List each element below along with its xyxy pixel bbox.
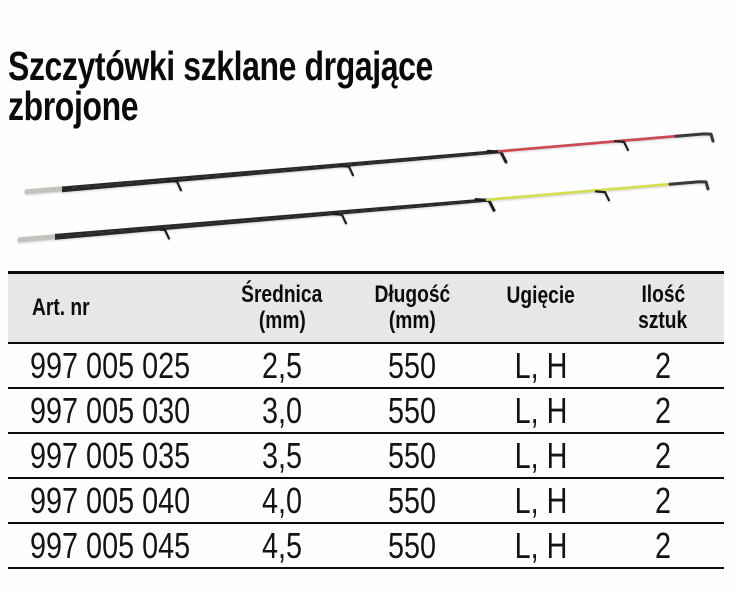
quiver-tip-yellow	[17, 180, 710, 243]
table-row: 997 005 035 3,5 550 L, H 2	[8, 434, 724, 479]
line-guide	[613, 140, 630, 152]
ilosc-value: 2	[654, 389, 672, 431]
cell-ugiecie: L, H	[480, 524, 602, 567]
dlugosc-value: 550	[387, 434, 437, 476]
line-guide	[166, 179, 183, 192]
cell-srednica: 4,5	[220, 524, 344, 567]
rod-shaft-wrap-texture	[64, 200, 481, 236]
rod-shaft-wrap-texture	[71, 152, 493, 189]
line-guide	[594, 190, 611, 202]
col-header-dlugosc: Długość (mm)	[344, 274, 480, 342]
dlugosc-value: 550	[387, 344, 437, 386]
cell-ugiecie: L, H	[480, 479, 602, 522]
cell-dlugosc: 550	[344, 389, 480, 432]
tip-eye	[668, 180, 710, 191]
cell-ugiecie: L, H	[480, 344, 602, 387]
product-image	[0, 118, 737, 253]
table-row: 997 005 030 3,0 550 L, H 2	[8, 389, 724, 434]
table-row: 997 005 045 4,5 550 L, H 2	[8, 524, 724, 569]
dlugosc-value: 550	[387, 389, 437, 431]
page-title: Szczytówki szklane drgające zbrojone	[8, 43, 553, 129]
dlugosc-value: 550	[387, 479, 437, 521]
col-header-ilosc-sztuk: Ilość sztuk	[602, 274, 724, 342]
ugiecie-value: L, H	[514, 524, 568, 566]
col-header-label: Średnica	[241, 281, 323, 308]
cell-art-nr: 997 005 025	[8, 344, 220, 387]
cell-ilosc: 2	[602, 434, 724, 477]
tip-eye	[674, 132, 715, 143]
srednica-value: 4,0	[261, 479, 303, 521]
srednica-value: 2,5	[261, 344, 303, 386]
cell-dlugosc: 550	[344, 344, 480, 387]
srednica-value: 3,0	[261, 389, 303, 431]
col-header-unit: (mm)	[388, 307, 436, 334]
col-header-label: Długość	[374, 281, 450, 308]
spec-table: Art. nr Średnica (mm) Długość (mm) Ugięc…	[8, 271, 724, 569]
cell-srednica: 3,0	[220, 389, 344, 432]
ilosc-value: 2	[654, 434, 672, 476]
art-nr-value: 997 005 040	[30, 479, 191, 521]
ugiecie-value: L, H	[514, 389, 568, 431]
line-guide	[331, 212, 348, 225]
page-title-line1: Szczytówki szklane drgające	[8, 43, 433, 89]
dlugosc-value: 550	[387, 524, 437, 566]
cell-art-nr: 997 005 040	[8, 479, 220, 522]
ugiecie-value: L, H	[514, 344, 568, 386]
col-header-label: Ugięcie	[506, 282, 576, 309]
line-guide	[474, 198, 496, 212]
table-row: 997 005 025 2,5 550 L, H 2	[8, 344, 724, 389]
quiver-tips-illustration	[17, 132, 715, 243]
srednica-value: 4,5	[261, 524, 303, 566]
col-header-art-nr: Art. nr	[8, 274, 220, 342]
col-header-label: sztuk	[638, 307, 688, 334]
page-title-line2: zbrojone	[8, 83, 139, 129]
quiver-tip-red	[24, 132, 715, 195]
ilosc-value: 2	[654, 479, 672, 521]
cell-dlugosc: 550	[344, 524, 480, 567]
line-guide	[154, 228, 171, 240]
line-guide	[486, 149, 508, 164]
yellow-tip-section	[485, 182, 674, 202]
ilosc-value: 2	[654, 344, 672, 386]
cell-srednica: 4,0	[220, 479, 344, 522]
table-body: 997 005 025 2,5 550 L, H 2 997 005 030 3…	[8, 344, 724, 569]
spec-table-header: Art. nr Średnica (mm) Długość (mm) Ugięc…	[8, 274, 724, 344]
red-tip-section	[497, 134, 680, 153]
rod-shaft	[55, 198, 488, 240]
cell-ilosc: 2	[602, 524, 724, 567]
ugiecie-value: L, H	[514, 434, 568, 476]
ilosc-value: 2	[654, 524, 672, 566]
table-row: 997 005 040 4,0 550 L, H 2	[8, 479, 724, 524]
rod-butt	[17, 234, 58, 243]
col-header-label: Ilość	[641, 281, 685, 308]
col-header-ugiecie: Ugięcie	[480, 274, 602, 342]
cell-art-nr: 997 005 030	[8, 389, 220, 432]
cell-ugiecie: L, H	[480, 389, 602, 432]
rod-butt	[24, 186, 65, 195]
cell-srednica: 2,5	[220, 344, 344, 387]
art-nr-value: 997 005 035	[30, 434, 191, 476]
art-nr-value: 997 005 030	[30, 389, 191, 431]
srednica-value: 3,5	[261, 434, 303, 476]
cell-dlugosc: 550	[344, 434, 480, 477]
ugiecie-value: L, H	[514, 479, 568, 521]
cell-ilosc: 2	[602, 389, 724, 432]
cell-ugiecie: L, H	[480, 434, 602, 477]
cell-ilosc: 2	[602, 479, 724, 522]
art-nr-value: 997 005 025	[30, 344, 191, 386]
col-header-srednica: Średnica (mm)	[220, 274, 344, 342]
cell-ilosc: 2	[602, 344, 724, 387]
cell-srednica: 3,5	[220, 434, 344, 477]
col-header-label: Art. nr	[32, 294, 90, 321]
cell-art-nr: 997 005 045	[8, 524, 220, 567]
cell-art-nr: 997 005 035	[8, 434, 220, 477]
cell-dlugosc: 550	[344, 479, 480, 522]
col-header-unit: (mm)	[258, 307, 306, 334]
rod-shaft	[62, 149, 500, 193]
art-nr-value: 997 005 045	[30, 524, 191, 566]
line-guide	[338, 164, 355, 177]
